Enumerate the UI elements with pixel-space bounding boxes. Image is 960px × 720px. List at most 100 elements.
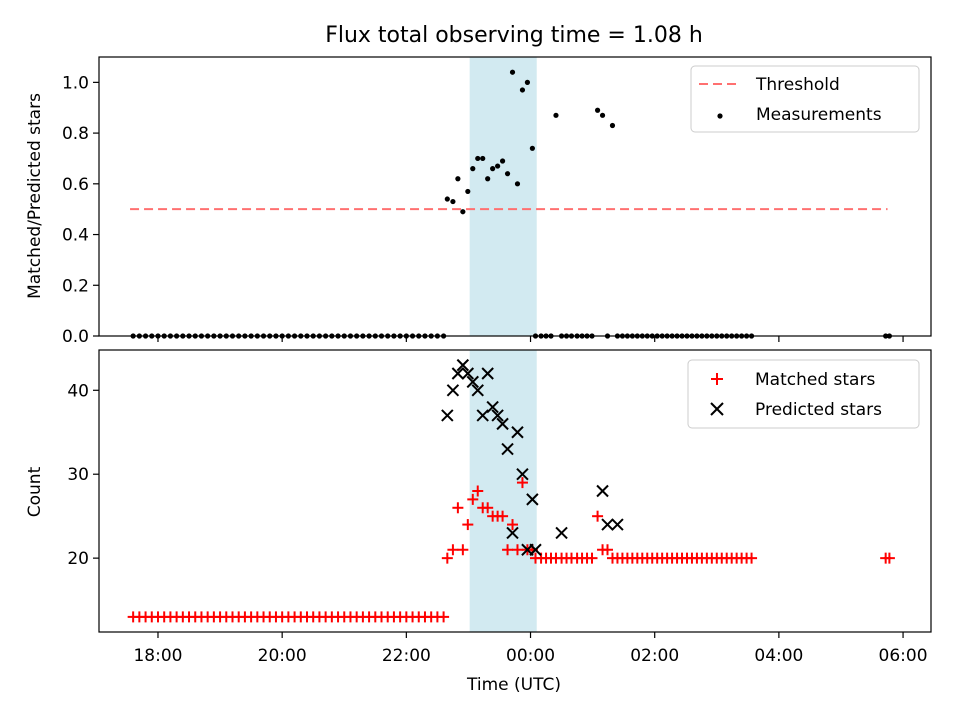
legend-measurements-label: Measurements: [756, 105, 882, 125]
matched-star-point: [457, 544, 469, 556]
x-tick-label: 02:00: [630, 646, 679, 666]
matched-star-point: [586, 552, 598, 564]
matched-star-point: [746, 552, 758, 564]
matched-star-point: [883, 552, 895, 564]
matched-star-point: [602, 544, 614, 556]
predicted-star-point: [596, 484, 609, 498]
measurement-point: [553, 112, 559, 118]
predicted-star-point: [496, 417, 509, 431]
legend-threshold-label: Threshold: [755, 75, 840, 95]
measurement-point: [450, 198, 456, 205]
measurement-point: [455, 176, 461, 182]
predicted-star-point: [555, 526, 568, 540]
matched-star-point: [441, 552, 453, 564]
matched-star-point: [511, 544, 523, 556]
bottom-axes-frame: [98, 349, 932, 633]
matched-star-point: [472, 485, 484, 497]
predicted-star-point: [611, 518, 624, 531]
measurement-point: [444, 196, 450, 202]
matched-star-point: [497, 510, 509, 522]
y-tick-label: 0.0: [62, 327, 89, 347]
matched-star-point: [507, 519, 519, 531]
top-y-ticks: 0.0 0.2 0.4 0.6 0.8 1.0: [62, 73, 99, 347]
predicted-star-point: [529, 543, 542, 556]
measurement-point: [495, 163, 501, 169]
measurement-point: [509, 69, 516, 75]
predicted-star-point: [516, 468, 529, 481]
matched-star-point: [452, 502, 464, 514]
bottom-ylabel: Count: [25, 466, 45, 517]
x-tick-label: 18:00: [133, 646, 182, 666]
y-tick-label: 30: [67, 465, 89, 485]
measurement-point: [465, 188, 471, 195]
y-tick-label: 1.0: [62, 73, 89, 93]
measurement-point: [490, 166, 496, 172]
predicted-star-point: [486, 400, 499, 414]
matched-star-point: [516, 477, 528, 489]
predicted-star-point: [441, 409, 454, 422]
y-tick-label: 0.6: [62, 175, 89, 195]
legend-predicted-label: Predicted stars: [755, 400, 882, 420]
top-axes-frame: [98, 56, 932, 337]
measurement-point: [460, 209, 466, 215]
predicted-star-point: [476, 409, 489, 422]
bottom-legend: Matched stars Predicted stars: [687, 359, 920, 429]
matched-star-point: [438, 611, 450, 623]
matched-star-point: [462, 519, 474, 531]
measurement-point: [519, 87, 526, 93]
predicted-star-point: [451, 367, 465, 380]
predicted-star-point: [526, 493, 539, 506]
x-tick-label: 04:00: [754, 646, 803, 666]
matched-star-point: [482, 502, 494, 514]
measurement-point: [609, 122, 616, 129]
measurement-point: [485, 176, 491, 182]
y-tick-label: 40: [67, 381, 89, 401]
predicted-stars-points: [441, 358, 624, 556]
predicted-star-point: [466, 375, 479, 389]
bottom-x-ticks: 18:00 20:00 22:00 00:00 02:00 04:00 06:00: [133, 632, 928, 666]
top-legend: Threshold Measurements: [690, 65, 920, 133]
measurement-point: [470, 166, 476, 172]
predicted-star-point: [456, 358, 470, 372]
top-panel: Flux total observing time = 1.08 h Match…: [25, 23, 932, 347]
top-legend-box: [690, 65, 920, 133]
measurement-point: [480, 155, 486, 162]
x-tick-label: 22:00: [382, 646, 431, 666]
bottom-panel: Count Time (UTC) 20 30 40 18:00 20:00 22:00 0…: [25, 349, 932, 695]
measurement-point: [599, 112, 606, 118]
measurement-point: [594, 107, 601, 113]
legend-predicted-swatch: [710, 402, 724, 416]
predicted-star-point: [471, 384, 484, 397]
matched-stars-points: [127, 477, 895, 623]
bottom-legend-box: [687, 359, 920, 429]
matched-star-point: [467, 493, 479, 505]
y-tick-label: 0.8: [62, 124, 89, 144]
measurement-point: [504, 171, 511, 177]
y-tick-label: 0.2: [62, 276, 89, 296]
predicted-star-point: [506, 526, 519, 540]
predicted-star-point: [461, 367, 475, 380]
y-tick-label: 20: [67, 549, 89, 569]
predicted-star-point: [446, 384, 460, 397]
measurement-point: [475, 155, 481, 162]
matched-star-point: [447, 544, 459, 556]
top-title: Flux total observing time = 1.08 h: [325, 23, 703, 48]
measurement-point: [499, 158, 506, 164]
top-highlight-span: [469, 57, 537, 336]
matched-star-point: [502, 544, 514, 556]
top-ylabel: Matched/Predicted stars: [25, 93, 45, 299]
legend-measurements-swatch: [717, 113, 723, 119]
matched-star-point: [592, 510, 604, 522]
predicted-star-point: [601, 518, 614, 531]
measurement-point: [514, 181, 521, 187]
x-tick-label: 20:00: [258, 646, 307, 666]
x-tick-label: 00:00: [506, 646, 555, 666]
measurement-point: [524, 79, 531, 85]
x-tick-label: 06:00: [879, 646, 928, 666]
predicted-star-point: [511, 426, 524, 439]
bottom-y-ticks: 20 30 40: [67, 381, 99, 569]
bottom-xlabel: Time (UTC): [466, 675, 561, 695]
predicted-star-point: [501, 442, 514, 456]
measurement-point: [529, 145, 535, 151]
